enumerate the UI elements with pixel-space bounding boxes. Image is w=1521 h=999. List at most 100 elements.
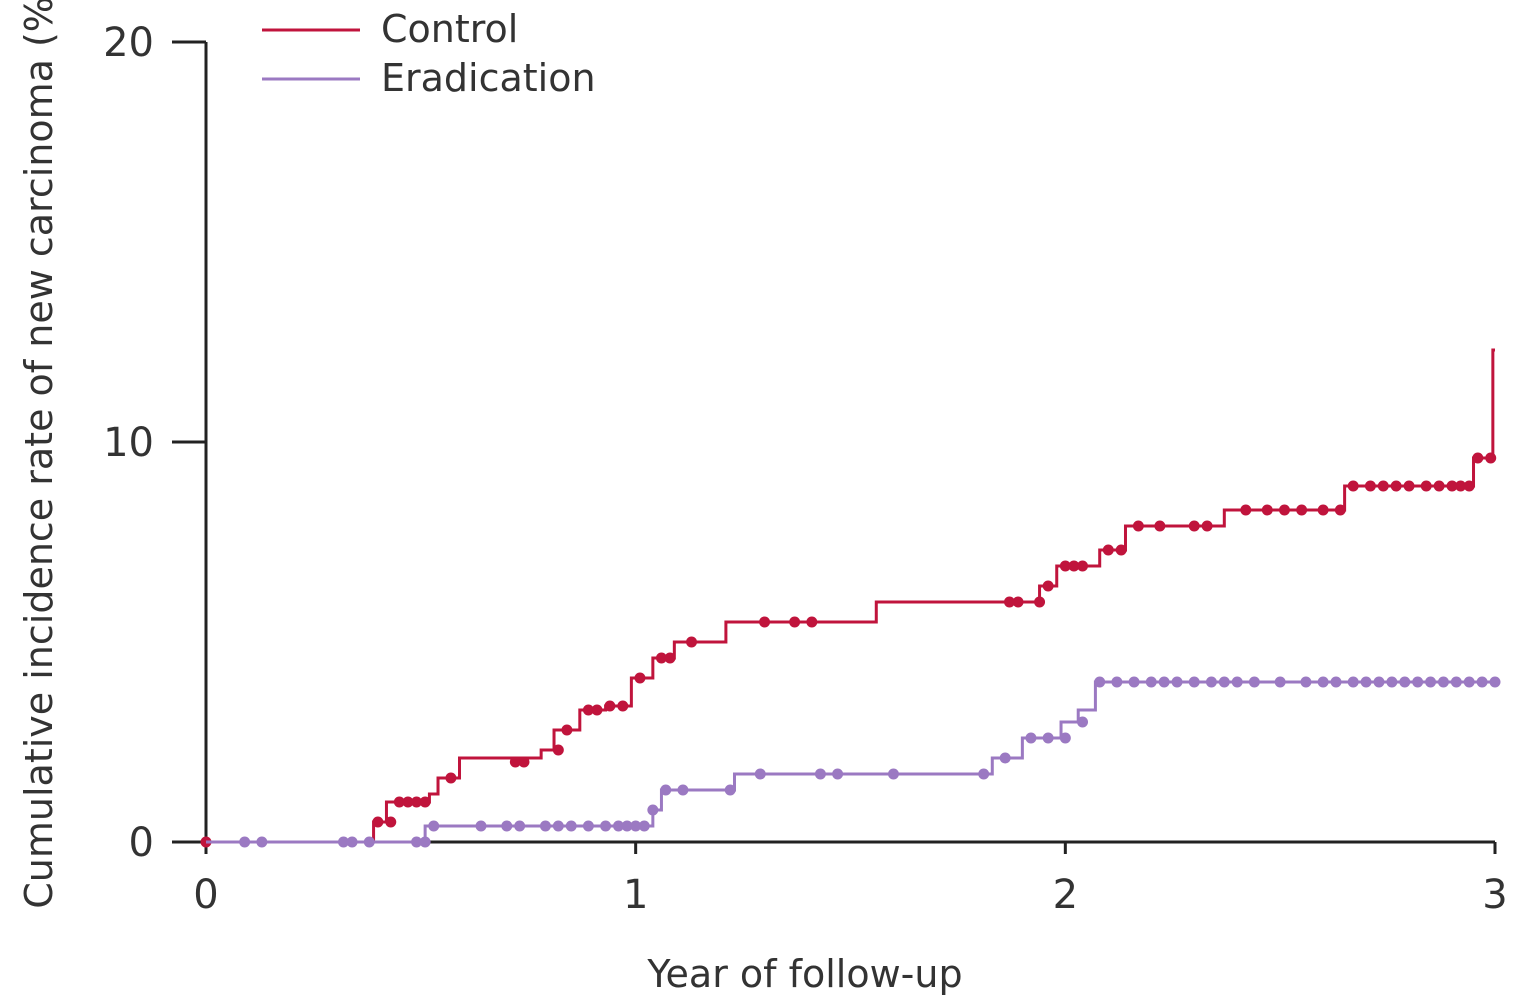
censor-point-control xyxy=(582,704,594,716)
censor-point-eradication xyxy=(552,820,564,832)
censor-point-eradication xyxy=(724,784,736,796)
censor-point-control xyxy=(604,700,616,712)
censor-point-eradication xyxy=(1145,676,1157,688)
censor-point-eradication xyxy=(1128,676,1140,688)
censor-point-eradication xyxy=(600,820,612,832)
censor-point-control xyxy=(552,744,564,756)
censor-point-control xyxy=(1012,596,1024,608)
legend-item-eradication: Eradication xyxy=(262,56,596,100)
censor-point-eradication xyxy=(1188,676,1200,688)
censor-point-eradication xyxy=(501,820,513,832)
censor-point-control xyxy=(1068,560,1080,572)
series-line-eradication xyxy=(206,680,1495,844)
censor-point-control xyxy=(1334,504,1346,516)
y-axis-ticks: 0 10 20 xyxy=(103,20,206,866)
plot-area: 0 1 2 3 0 10 20 xyxy=(103,20,1508,918)
censor-point-control xyxy=(1240,504,1252,516)
censor-point-eradication xyxy=(832,768,844,780)
censor-point-eradication xyxy=(887,768,899,780)
censor-point-control xyxy=(759,616,771,628)
censor-point-eradication xyxy=(1094,676,1106,688)
censor-point-control xyxy=(1132,520,1144,532)
censor-point-control xyxy=(1261,504,1273,516)
censor-point-control xyxy=(1433,480,1445,492)
censor-point-control xyxy=(1446,480,1458,492)
censor-point-eradication xyxy=(239,836,251,848)
censor-point-eradication xyxy=(1425,676,1437,688)
censor-point-control xyxy=(402,796,414,808)
censor-point-eradication xyxy=(1476,676,1488,688)
censor-point-eradication xyxy=(1218,676,1230,688)
censor-point-eradication xyxy=(1412,676,1424,688)
censor-point-eradication xyxy=(1042,732,1054,744)
censor-point-control xyxy=(1154,520,1166,532)
censor-point-control xyxy=(1463,480,1475,492)
censor-point-eradication xyxy=(1360,676,1372,688)
censor-point-control xyxy=(1317,504,1329,516)
censor-point-control xyxy=(806,616,818,628)
legend-label-eradication: Eradication xyxy=(381,56,596,100)
censor-point-eradication xyxy=(1171,676,1183,688)
censor-point-eradication xyxy=(1450,676,1462,688)
censor-point-eradication xyxy=(1373,676,1385,688)
censor-point-eradication xyxy=(1248,676,1260,688)
y-tick-label: 20 xyxy=(103,20,154,66)
x-axis-title: Year of follow-up xyxy=(646,952,962,996)
censor-point-eradication xyxy=(1437,676,1449,688)
censor-point-eradication xyxy=(1158,676,1170,688)
censor-point-eradication xyxy=(1274,676,1286,688)
censor-point-control xyxy=(372,816,384,828)
censor-point-control xyxy=(1115,544,1127,556)
censor-point-eradication xyxy=(1205,676,1217,688)
censor-point-eradication xyxy=(256,836,268,848)
censor-point-control xyxy=(664,652,676,664)
censor-point-control xyxy=(1420,480,1432,492)
censor-point-control xyxy=(1390,480,1402,492)
censor-point-eradication xyxy=(363,836,375,848)
censor-point-control xyxy=(1102,544,1114,556)
censor-point-eradication xyxy=(754,768,766,780)
censor-point-eradication xyxy=(346,836,358,848)
legend: Control Eradication xyxy=(262,7,596,100)
censor-point-control xyxy=(617,700,629,712)
series-line-control xyxy=(206,348,1495,844)
censor-point-control xyxy=(393,796,405,808)
censor-point-eradication xyxy=(1317,676,1329,688)
censor-point-control xyxy=(634,672,646,684)
x-tick-label: 3 xyxy=(1482,872,1507,918)
censor-point-eradication xyxy=(475,820,487,832)
censor-point-control xyxy=(591,704,603,716)
censor-point-control xyxy=(561,724,573,736)
censor-point-control xyxy=(518,756,530,768)
censor-point-eradication xyxy=(419,836,431,848)
censor-point-control xyxy=(1472,452,1484,464)
censor-point-control xyxy=(419,796,431,808)
censor-point-eradication xyxy=(677,784,689,796)
y-axis-title: Cumulative incidence rate of new carcino… xyxy=(17,0,61,909)
censor-point-eradication xyxy=(514,820,526,832)
censor-point-eradication xyxy=(660,784,672,796)
censor-point-eradication xyxy=(638,820,650,832)
censor-point-eradication xyxy=(565,820,577,832)
censor-point-control xyxy=(1003,596,1015,608)
censor-marks-control xyxy=(200,452,1497,848)
censor-point-control xyxy=(1347,480,1359,492)
x-axis-ticks: 0 1 2 3 xyxy=(193,842,1508,918)
x-tick-label: 0 xyxy=(193,872,218,918)
x-tick-label: 2 xyxy=(1053,872,1078,918)
series-layer xyxy=(200,348,1501,848)
censor-point-control xyxy=(1077,560,1089,572)
censor-point-eradication xyxy=(428,820,440,832)
censor-point-eradication xyxy=(1111,676,1123,688)
censor-point-eradication xyxy=(1489,676,1501,688)
censor-point-eradication xyxy=(978,768,990,780)
censor-point-control xyxy=(1377,480,1389,492)
censor-point-eradication xyxy=(1231,676,1243,688)
censor-point-control xyxy=(655,652,667,664)
censor-point-control xyxy=(411,796,423,808)
legend-item-control: Control xyxy=(262,7,518,51)
censor-point-eradication xyxy=(1330,676,1342,688)
censor-point-eradication xyxy=(621,820,633,832)
censor-point-eradication xyxy=(1025,732,1037,744)
